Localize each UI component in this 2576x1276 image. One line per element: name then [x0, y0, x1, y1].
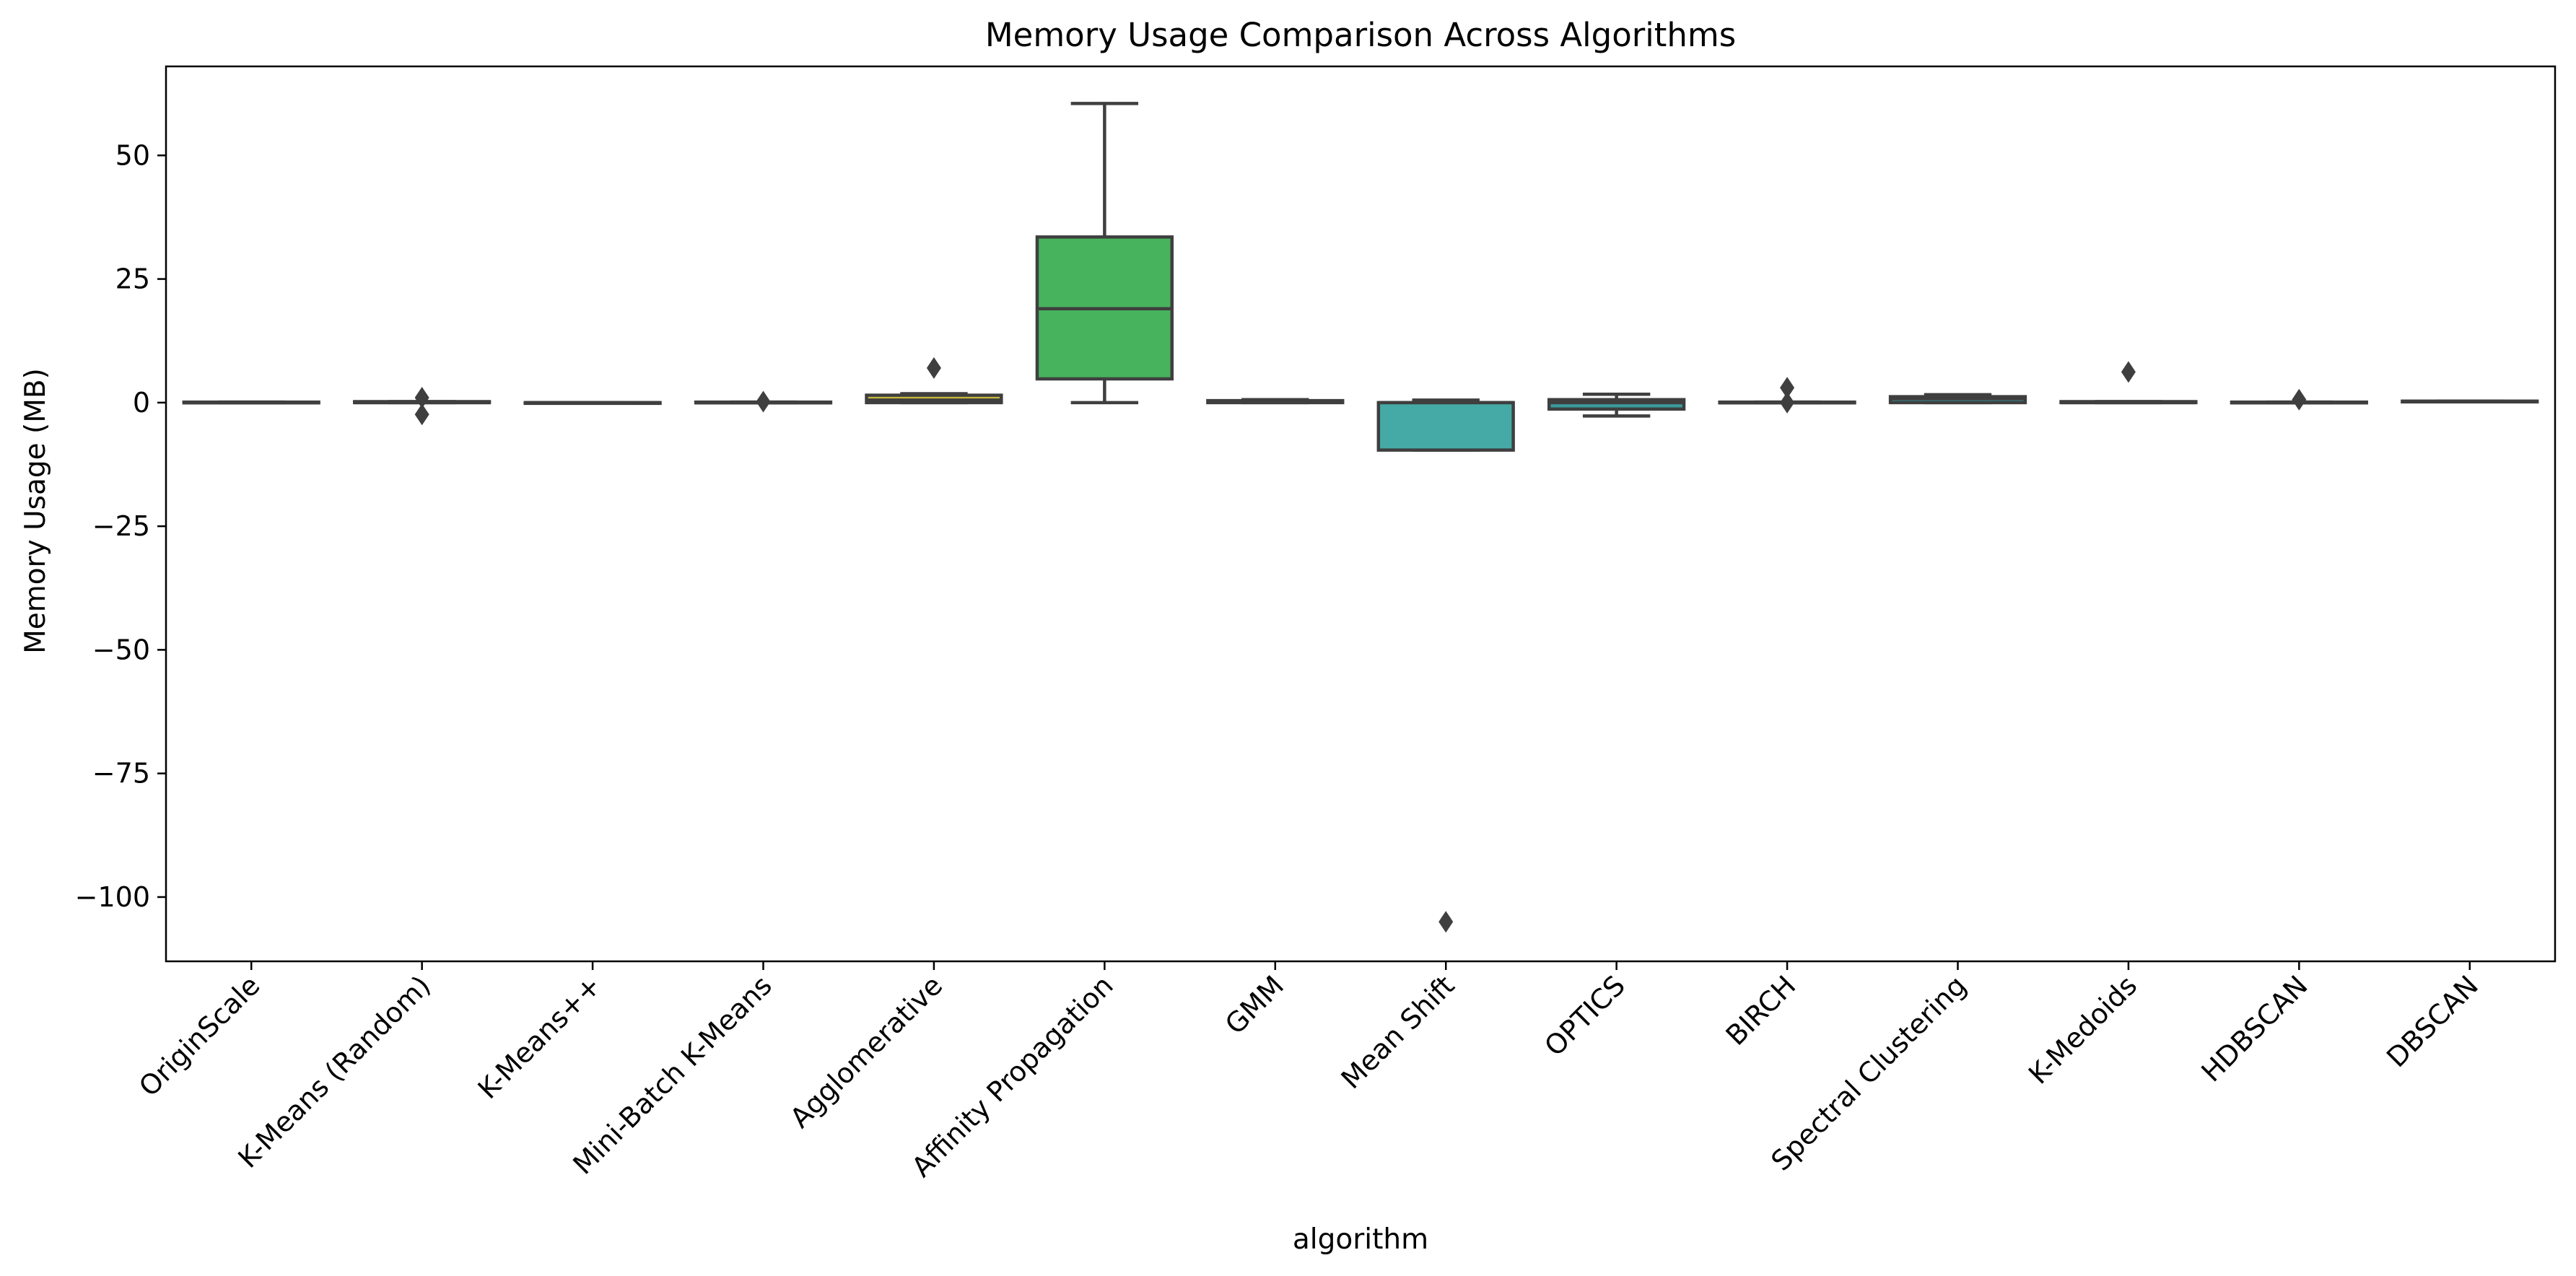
box-group — [353, 387, 492, 426]
x-tick-label: HDBSCAN — [2195, 969, 2313, 1088]
chart-title: Memory Usage Comparison Across Algorithm… — [985, 16, 1736, 54]
x-tick-label: BIRCH — [1720, 969, 1802, 1052]
outlier-point — [2292, 388, 2307, 411]
x-tick-label: OriginScale — [133, 969, 266, 1103]
box-group — [1888, 393, 2027, 405]
outlier-point — [756, 390, 771, 413]
x-tick-label: Mini-Batch K-Means — [567, 969, 777, 1180]
box-group — [2059, 361, 2198, 405]
box-group — [182, 400, 320, 405]
x-tick-label: GMM — [1219, 969, 1290, 1040]
plot-area — [165, 65, 2557, 963]
x-tick-label: Agglomerative — [784, 969, 948, 1134]
x-tick-label: OPTICS — [1538, 969, 1631, 1062]
outlier-point — [1780, 391, 1795, 414]
outlier-point — [926, 357, 941, 379]
outlier-point — [414, 403, 429, 426]
x-tick-label: Mean Shift — [1335, 969, 1461, 1095]
y-tick-label: −25 — [92, 510, 150, 542]
box-group — [1718, 377, 1856, 414]
box-group — [1547, 392, 1686, 418]
box-group — [1206, 398, 1345, 405]
y-tick-label: 0 — [133, 387, 150, 419]
y-axis-label: Memory Usage (MB) — [19, 368, 52, 654]
outlier-point — [414, 387, 429, 409]
x-tick-label: K-Means (Random) — [232, 969, 437, 1174]
box-group — [2230, 388, 2368, 411]
box-group — [865, 357, 1003, 405]
y-tick-label: 25 — [115, 263, 150, 295]
x-tick-label: K-Medoids — [2022, 969, 2143, 1090]
iqr-box — [1376, 401, 1515, 452]
x-tick-label: DBSCAN — [2380, 969, 2484, 1073]
x-axis-label: algorithm — [1293, 1223, 1428, 1256]
x-tick-label: K-Means++ — [472, 969, 608, 1105]
box-group — [1035, 102, 1174, 405]
outlier-point — [2121, 361, 2136, 383]
outlier-point — [1780, 377, 1795, 399]
box-group — [1376, 398, 1515, 933]
box-group — [694, 390, 833, 413]
y-axis: 50 25 0 −25 −50 −75 −100 — [75, 139, 166, 913]
y-tick-label: 50 — [115, 139, 150, 171]
plot-frame — [165, 65, 2557, 963]
y-tick-label: −75 — [92, 758, 150, 790]
y-tick-label: −50 — [92, 634, 150, 665]
box-group — [2401, 399, 2539, 404]
x-tick-label: Spectral Clustering — [1765, 969, 1973, 1177]
y-tick-label: −100 — [75, 881, 150, 913]
outlier-point — [1438, 911, 1454, 933]
